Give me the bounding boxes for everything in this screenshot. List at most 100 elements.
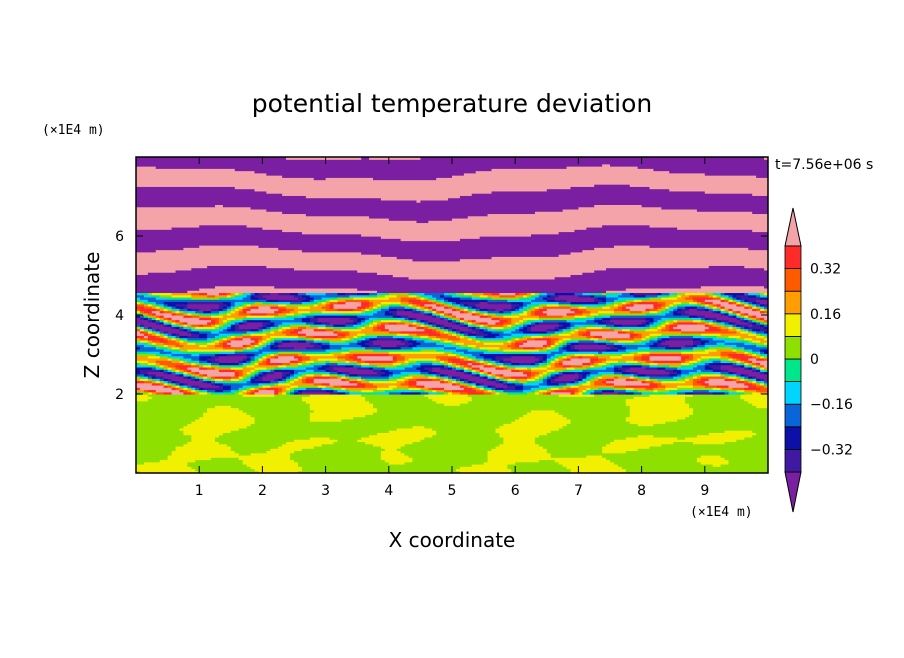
contour-cell <box>349 333 358 336</box>
contour-cell <box>669 373 678 377</box>
contour-cell <box>412 342 421 345</box>
contour-cell <box>483 335 497 339</box>
contour-cell <box>373 369 382 373</box>
contour-cell <box>424 292 445 296</box>
contour-cell <box>534 312 548 316</box>
contour-cell <box>479 321 489 325</box>
contour-cell <box>736 321 749 325</box>
contour-cell <box>408 317 414 321</box>
contour-cell <box>463 346 473 350</box>
contour-cell <box>139 391 149 395</box>
contour-cell <box>570 326 576 330</box>
contour-cell <box>147 335 157 339</box>
contour-cell <box>139 315 145 318</box>
contour-cell <box>266 450 295 454</box>
contour-cell <box>538 389 548 393</box>
contour-cell <box>752 364 757 368</box>
contour-cell <box>396 384 410 388</box>
contour-cell <box>151 317 157 321</box>
contour-cell <box>764 157 768 160</box>
contour-cell <box>629 375 635 379</box>
contour-cell <box>357 373 382 377</box>
contour-cell <box>222 344 232 348</box>
contour-cell <box>732 296 737 300</box>
contour-cell <box>155 315 161 318</box>
contour-cell <box>475 382 481 386</box>
contour-cell <box>139 387 173 391</box>
contour-cell <box>297 375 303 379</box>
contour-cell <box>677 310 686 314</box>
contour-cell <box>376 335 394 339</box>
contour-cell <box>574 346 611 350</box>
contour-cell <box>760 348 768 352</box>
contour-cell <box>558 301 572 305</box>
contour-cell <box>238 373 244 377</box>
contour-cell <box>436 357 441 361</box>
contour-cell <box>329 371 339 375</box>
contour-cell <box>617 294 635 298</box>
contour-cell <box>420 321 425 325</box>
contour-cell <box>400 296 418 300</box>
contour-cell <box>444 387 465 391</box>
contour-cell <box>242 391 248 395</box>
contour-cell <box>159 355 169 359</box>
contour-cell <box>286 157 362 160</box>
contour-cell <box>258 292 271 296</box>
contour-cell <box>511 468 572 472</box>
contour-cell <box>159 303 165 307</box>
contour-cell <box>499 434 540 438</box>
contour-cell <box>416 319 421 323</box>
contour-cell <box>254 371 260 375</box>
contour-cell <box>147 299 267 303</box>
contour-cell <box>353 321 358 325</box>
contour-cell <box>448 305 453 309</box>
contour-cell <box>554 375 560 379</box>
contour-cell <box>495 360 500 363</box>
contour-cell <box>136 274 394 278</box>
contour-cell <box>136 195 307 199</box>
contour-cell <box>602 389 615 393</box>
contour-cell <box>452 321 457 325</box>
contour-cell <box>416 294 421 298</box>
contour-cell <box>309 436 331 440</box>
contour-cell <box>523 301 532 305</box>
contour-cell <box>665 339 694 343</box>
contour-cell <box>613 461 702 465</box>
contour-cell <box>163 353 173 357</box>
contour-cell <box>570 421 631 424</box>
contour-cell <box>136 229 283 233</box>
contour-cell <box>222 319 228 323</box>
contour-cell <box>452 364 457 368</box>
contour-cell <box>479 387 485 391</box>
contour-cell <box>250 303 279 307</box>
contour-cell <box>424 319 429 323</box>
contour-cell <box>218 351 236 354</box>
contour-cell <box>274 310 283 314</box>
contour-cell <box>511 337 516 341</box>
contour-cell <box>736 380 745 384</box>
contour-cell <box>357 360 366 363</box>
contour-cell <box>400 362 410 366</box>
contour-cell <box>444 375 449 379</box>
contour-cell <box>412 310 421 314</box>
contour-cell <box>681 369 698 373</box>
contour-cell <box>278 299 303 303</box>
contour-cell <box>617 292 623 296</box>
contour-cell <box>471 335 477 339</box>
contour-cell <box>250 312 267 316</box>
contour-cell <box>325 360 331 363</box>
contour-cell <box>301 299 311 303</box>
contour-cell <box>744 436 768 440</box>
contour-cell <box>756 342 765 345</box>
contour-cell <box>685 357 694 361</box>
contour-cell <box>649 339 658 343</box>
contour-cell <box>685 416 768 420</box>
contour-cell <box>475 389 485 393</box>
contour-cell <box>708 339 726 343</box>
contour-cell <box>199 224 248 228</box>
contour-cell <box>602 375 615 379</box>
contour-cell <box>309 317 319 321</box>
contour-cell <box>515 344 520 348</box>
contour-cell <box>258 373 263 377</box>
contour-cell <box>226 324 232 327</box>
